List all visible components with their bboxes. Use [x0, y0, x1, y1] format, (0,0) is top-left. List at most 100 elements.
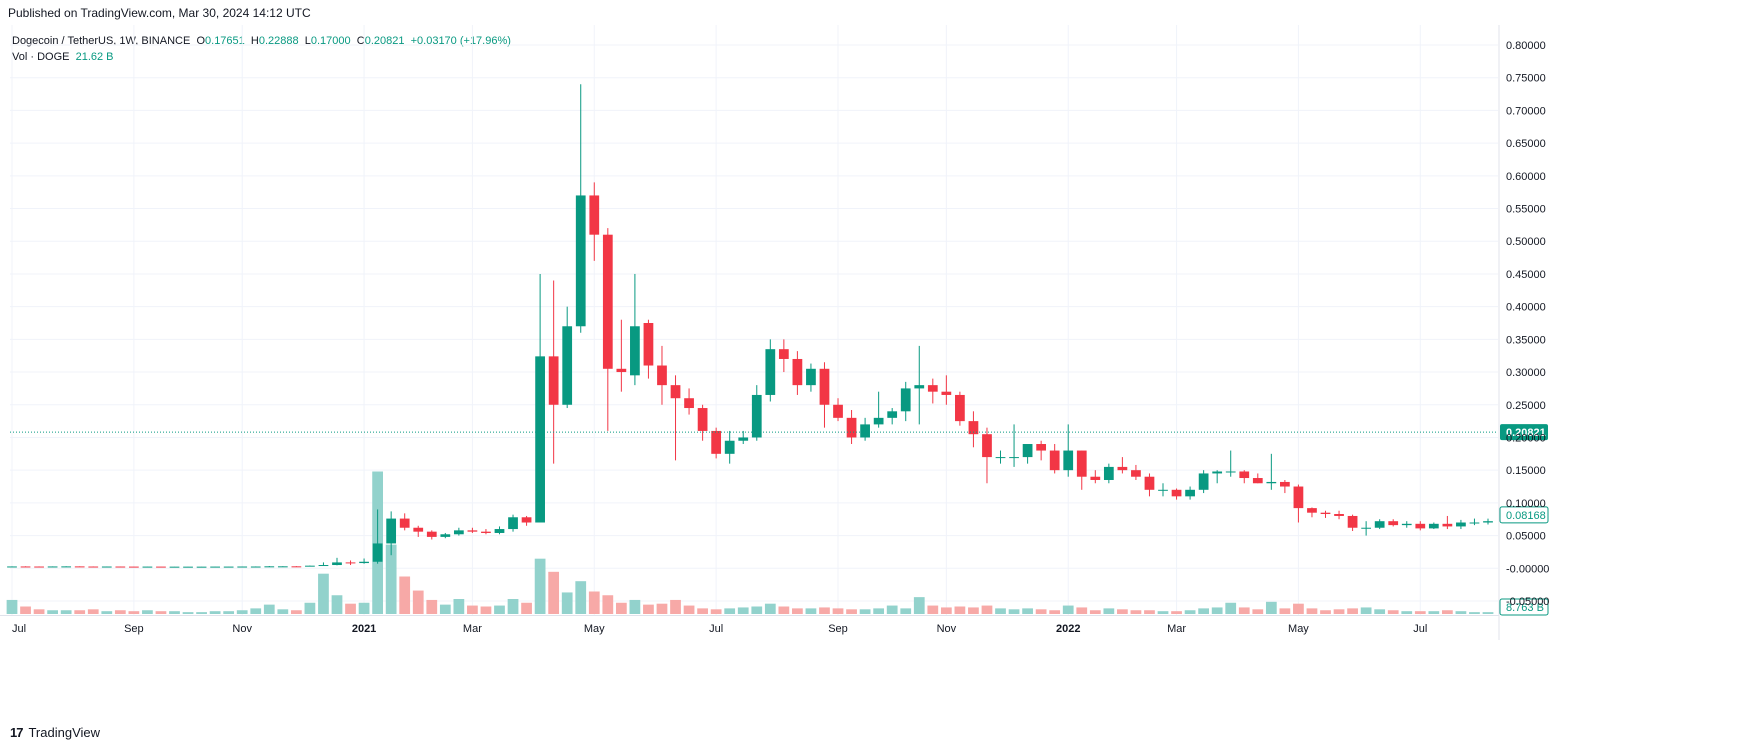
volume-bar: [399, 576, 411, 614]
candle-body: [481, 531, 491, 533]
candle-body: [1320, 512, 1331, 515]
volume-bar: [169, 611, 180, 614]
candle-body: [1171, 489, 1182, 497]
y-tick-label: -0.05000: [1506, 596, 1549, 608]
volume-bar: [196, 612, 207, 614]
volume-bar: [1022, 608, 1033, 614]
high-value: 0.22888: [258, 35, 299, 47]
volume-bar: [1008, 609, 1020, 614]
candle-body: [670, 385, 681, 399]
candle-body: [1428, 523, 1439, 529]
volume-bar: [1035, 609, 1047, 614]
y-tick-label: 0.35000: [1506, 334, 1546, 346]
candle-body: [169, 566, 180, 568]
candle-body: [1185, 489, 1195, 497]
volume-bar: [981, 605, 993, 614]
candle-body: [1036, 444, 1047, 451]
candle-body: [359, 561, 369, 564]
candle-body: [332, 562, 342, 566]
candle-body: [1049, 450, 1060, 471]
volume-bar: [1428, 611, 1440, 614]
candle-body: [765, 349, 776, 395]
y-tick-label: 0.45000: [1506, 269, 1546, 281]
candle-body: [34, 566, 44, 568]
volume-bar: [304, 602, 316, 614]
volume-bar: [318, 573, 329, 614]
volume-bar: [250, 608, 262, 614]
volume-bar: [1103, 608, 1115, 614]
close-label: C: [356, 35, 365, 47]
close-value: 0.20821: [364, 35, 405, 47]
tradingview-footer[interactable]: 17 TradingView: [10, 725, 100, 740]
volume-bar: [1469, 612, 1480, 614]
volume-bar: [1049, 610, 1061, 614]
candle-body: [1469, 522, 1480, 524]
candle-body: [20, 566, 31, 568]
candle-body: [900, 388, 911, 412]
volume-bar: [643, 604, 654, 614]
low-value: 0.17000: [310, 35, 351, 47]
candle-body: [1388, 521, 1399, 526]
volume-bar: [1320, 610, 1331, 614]
volume-bar: [1279, 608, 1291, 614]
volume-label[interactable]: Vol · DOGE: [12, 51, 70, 63]
candle-body: [142, 566, 153, 568]
candle-body: [697, 408, 708, 431]
volume-bar: [670, 599, 681, 614]
volume-bar: [114, 610, 126, 614]
volume-bar: [223, 611, 235, 614]
volume-bar: [6, 599, 18, 614]
candle-body: [1456, 522, 1466, 527]
candle-body: [941, 391, 952, 395]
candle-body: [711, 430, 722, 454]
candle-body: [846, 417, 857, 438]
candle-body: [1022, 444, 1033, 458]
volume-bar: [778, 606, 790, 614]
symbol-title[interactable]: Dogecoin / TetherUS, 1W, BINANCE: [12, 35, 191, 47]
volume-bar: [1374, 609, 1386, 614]
candle-body: [751, 394, 762, 438]
candle-body: [61, 566, 72, 568]
open-label: O: [196, 35, 206, 47]
volume-bar: [60, 610, 72, 614]
volume-bar: [47, 610, 58, 614]
candle-body: [413, 527, 424, 532]
candle-body: [88, 566, 99, 568]
volume-bar: [1117, 609, 1128, 614]
change-value: +0.03170 (+17.96%): [410, 35, 511, 47]
x-tick-label: Mar: [1167, 623, 1186, 635]
volume-bar: [412, 590, 424, 614]
candle-body: [995, 457, 1006, 459]
candle-body: [7, 566, 17, 568]
chart-overlay: 0.20821 0.08168 8.763 B: [10, 424, 1549, 616]
last-close-badge: [1499, 506, 1549, 524]
candle-body: [1090, 476, 1101, 480]
candle-body: [643, 323, 654, 366]
volume-bar: [1252, 609, 1264, 614]
candle-body: [548, 356, 559, 405]
candle-body: [210, 566, 220, 568]
candle-body: [778, 349, 789, 359]
volume-bar: [832, 608, 844, 614]
y-tick-label: 0.15000: [1506, 465, 1546, 477]
volume-bar: [1062, 605, 1074, 614]
candle-body: [250, 566, 261, 568]
publisher-line: Published on TradingView.com, Mar 30, 20…: [8, 6, 311, 20]
candle-body: [1117, 466, 1128, 471]
volume-bar: [561, 592, 573, 614]
y-tick-label: 0.10000: [1506, 498, 1546, 510]
volume-bar: [467, 605, 478, 614]
candle-body: [386, 518, 397, 544]
candle-body: [657, 365, 667, 386]
volume-bar: [87, 609, 99, 614]
candle-body: [955, 394, 965, 422]
candle-body: [196, 566, 207, 568]
candle-body: [156, 566, 166, 568]
volume-bar: [345, 603, 356, 614]
candle-body: [1415, 523, 1426, 529]
volume-bar: [20, 606, 31, 614]
volume-bar: [792, 608, 803, 614]
candle-body: [1483, 521, 1493, 523]
candle-body: [1374, 521, 1385, 528]
